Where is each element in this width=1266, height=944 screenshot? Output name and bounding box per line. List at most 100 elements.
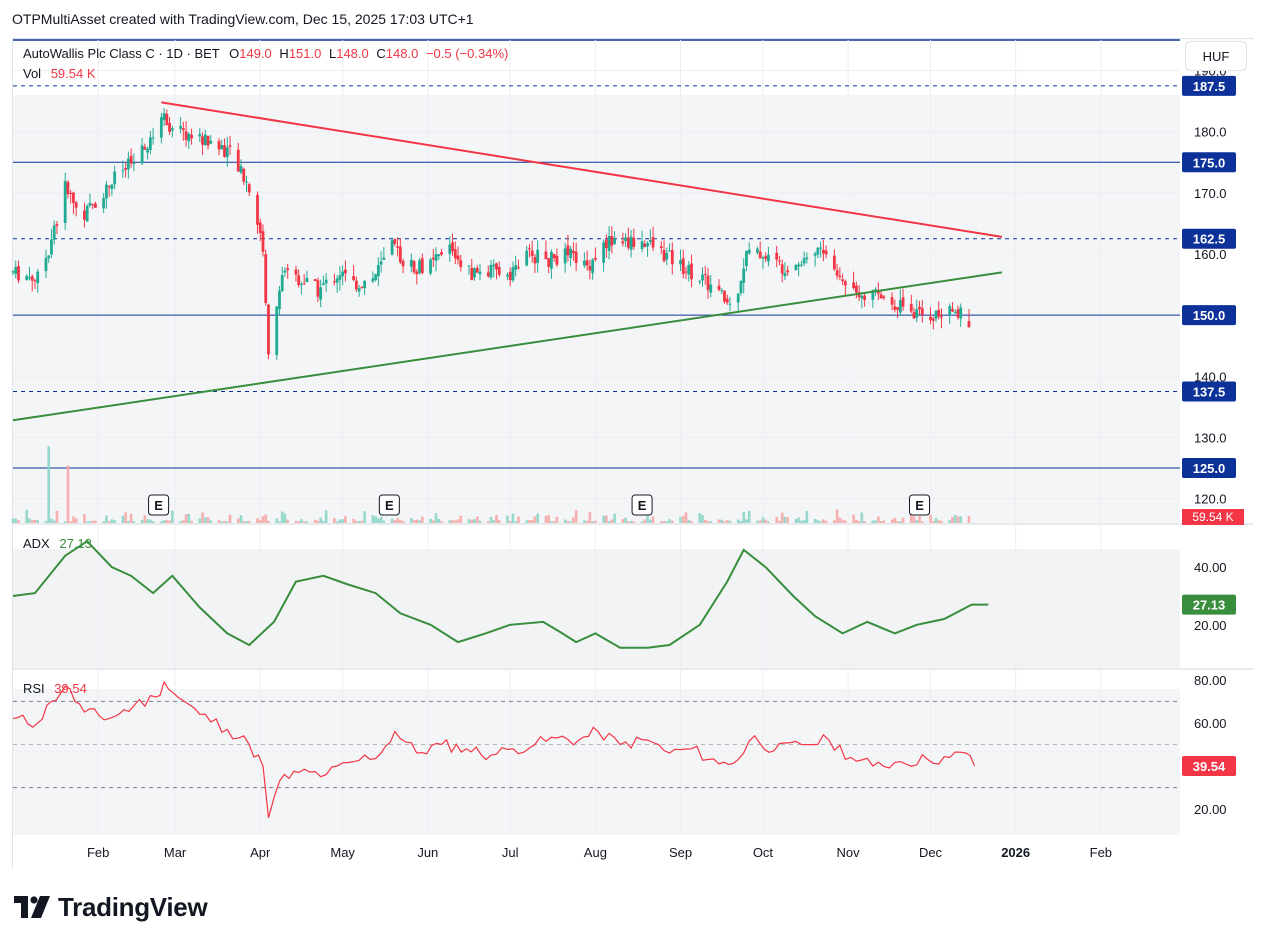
currency-button[interactable]: HUF <box>1185 41 1247 71</box>
volume-bar <box>890 519 894 523</box>
candle-body <box>333 281 336 283</box>
candle-body <box>514 265 518 270</box>
candle-body <box>124 168 128 170</box>
volume-bar <box>14 518 18 523</box>
tradingview-logo: TradingView <box>14 892 208 922</box>
volume-bar <box>44 521 48 523</box>
candle-body <box>684 271 688 273</box>
rsi-tick-label: 80.00 <box>1194 673 1227 688</box>
candle-body <box>948 306 952 316</box>
candle-body <box>736 293 740 303</box>
volume-bar <box>640 521 644 523</box>
volume-bar <box>871 520 875 523</box>
rsi-value: 39.54 <box>54 681 87 696</box>
volume-bar <box>816 520 820 523</box>
candle-body <box>717 285 721 290</box>
volume-bar <box>602 515 605 523</box>
candle-body <box>832 255 836 270</box>
volume-bar <box>819 521 822 523</box>
volume-bar <box>473 519 476 523</box>
price-tick-label: 160.0 <box>1194 247 1227 262</box>
volume-bar <box>835 509 839 523</box>
symbol-title[interactable]: AutoWallis Plc Class C · 1D · BET <box>23 46 220 61</box>
volume-bar <box>17 520 20 523</box>
candle-body <box>286 268 290 271</box>
candle-body <box>931 318 935 321</box>
legend-close-label: C <box>376 46 386 61</box>
volume-bar <box>572 517 575 523</box>
rsi-legend: RSI 39.54 <box>23 681 87 696</box>
volume-bar <box>879 521 883 523</box>
candle-body <box>110 184 114 190</box>
rsi-label[interactable]: RSI <box>23 681 45 696</box>
candle-body <box>775 252 779 260</box>
volume-bar <box>802 520 806 523</box>
candle-body <box>824 250 828 255</box>
candle-body <box>621 241 625 244</box>
volume-bar <box>690 521 693 523</box>
volume-bar <box>649 519 652 523</box>
candle-body <box>511 267 515 281</box>
volume-bar <box>756 520 759 523</box>
candle-body <box>478 271 482 275</box>
candle-body <box>780 264 784 274</box>
candle-body <box>863 295 866 300</box>
candle-body <box>725 298 729 303</box>
candle-body <box>162 113 166 121</box>
candle-body <box>146 148 150 153</box>
candle-body <box>742 268 746 283</box>
candle-body <box>486 272 490 277</box>
volume-bar <box>627 521 630 523</box>
volume-bar <box>517 516 520 523</box>
candle-body <box>94 203 97 208</box>
candle-body <box>783 272 787 277</box>
candle-body <box>920 308 924 315</box>
volume-bar <box>182 520 185 523</box>
volume-bar <box>703 519 707 523</box>
price-level-badge <box>1182 381 1236 402</box>
volume-bar <box>709 521 713 523</box>
volume-bar <box>335 521 339 523</box>
candle-body <box>36 271 40 284</box>
candle-body <box>28 277 31 279</box>
adx-label[interactable]: ADX <box>23 536 50 551</box>
volume-bar <box>377 518 380 523</box>
candle-body <box>30 276 34 281</box>
candle-body <box>278 290 281 310</box>
candle-body <box>918 306 921 310</box>
price-legend: AutoWallis Plc Class C · 1D · BET O149.0… <box>23 46 508 61</box>
volume-bar <box>514 521 518 523</box>
volume-bar <box>286 519 290 523</box>
volume-bar <box>550 521 553 523</box>
volume-bars <box>11 446 971 523</box>
candle-body <box>409 259 413 267</box>
candle-body <box>805 257 809 260</box>
candle-body <box>813 253 817 256</box>
candle-body <box>475 267 479 273</box>
candle-body <box>316 280 320 297</box>
volume-bar <box>747 510 751 523</box>
candle-body <box>495 263 498 270</box>
volume-bar <box>739 521 743 523</box>
volume-label: Vol <box>23 66 42 81</box>
candle-body <box>206 136 210 146</box>
volume-bar <box>621 519 625 523</box>
volume-bar <box>530 520 534 523</box>
candle-body <box>168 122 171 132</box>
candle-body <box>898 300 902 313</box>
volume-bar <box>261 516 265 523</box>
candle-body <box>643 243 647 247</box>
rsi-last-badge <box>1182 756 1236 777</box>
volume-bar <box>168 520 171 523</box>
volume-bar <box>591 521 594 523</box>
volume-bar <box>245 520 248 523</box>
volume-bar <box>333 517 336 523</box>
volume-bar <box>569 521 572 523</box>
candle-body <box>566 245 570 256</box>
candle-body <box>267 304 270 355</box>
volume-bar <box>52 520 56 523</box>
volume-bar <box>882 520 886 523</box>
volume-bar <box>679 516 682 523</box>
candle-body <box>393 239 397 244</box>
